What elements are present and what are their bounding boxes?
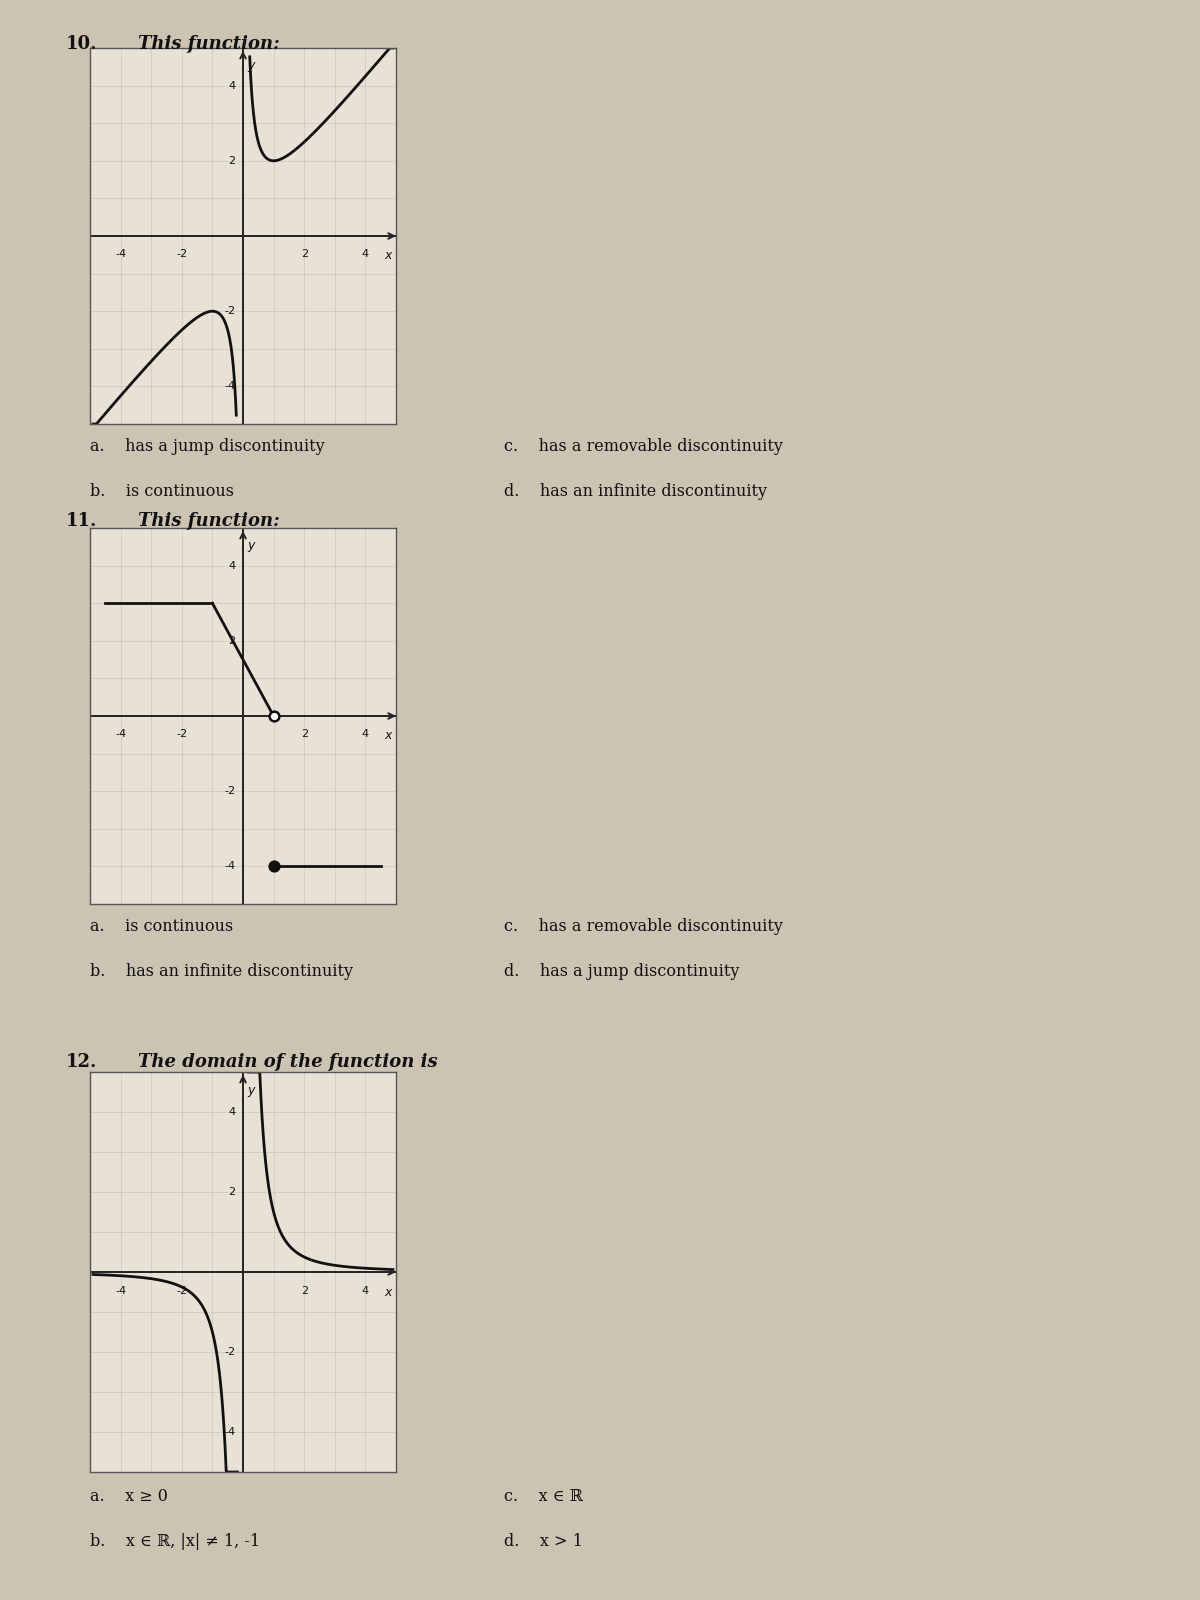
Text: -2: -2 bbox=[176, 1286, 187, 1296]
Text: x: x bbox=[384, 250, 391, 262]
Text: c.    has a removable discontinuity: c. has a removable discontinuity bbox=[504, 438, 782, 456]
Text: 2: 2 bbox=[301, 730, 307, 739]
Text: -4: -4 bbox=[115, 250, 126, 259]
Text: -2: -2 bbox=[224, 1347, 235, 1357]
Text: The domain of the function is: The domain of the function is bbox=[138, 1053, 438, 1070]
Text: 2: 2 bbox=[301, 250, 307, 259]
Text: y: y bbox=[247, 59, 254, 72]
Text: 2: 2 bbox=[228, 1187, 235, 1197]
Text: -4: -4 bbox=[115, 1286, 126, 1296]
Text: -4: -4 bbox=[224, 1427, 235, 1437]
Text: x: x bbox=[384, 1286, 391, 1299]
Text: y: y bbox=[247, 1085, 254, 1098]
Text: b.    is continuous: b. is continuous bbox=[90, 483, 234, 501]
Text: -4: -4 bbox=[115, 730, 126, 739]
Text: 10.: 10. bbox=[66, 35, 97, 53]
Text: 2: 2 bbox=[228, 635, 235, 646]
Text: d.    has a jump discontinuity: d. has a jump discontinuity bbox=[504, 963, 739, 981]
Text: 4: 4 bbox=[228, 1107, 235, 1117]
Text: a.    has a jump discontinuity: a. has a jump discontinuity bbox=[90, 438, 325, 456]
Text: -2: -2 bbox=[176, 730, 187, 739]
Text: -2: -2 bbox=[224, 786, 235, 797]
Text: 4: 4 bbox=[228, 560, 235, 571]
Text: a.    x ≥ 0: a. x ≥ 0 bbox=[90, 1488, 168, 1506]
Text: 11.: 11. bbox=[66, 512, 97, 530]
Text: -2: -2 bbox=[176, 250, 187, 259]
Text: This function:: This function: bbox=[138, 512, 280, 530]
Text: b.    has an infinite discontinuity: b. has an infinite discontinuity bbox=[90, 963, 353, 981]
Text: d.    has an infinite discontinuity: d. has an infinite discontinuity bbox=[504, 483, 767, 501]
Text: x: x bbox=[384, 730, 391, 742]
Text: c.    has a removable discontinuity: c. has a removable discontinuity bbox=[504, 918, 782, 936]
Text: 4: 4 bbox=[362, 250, 368, 259]
Text: 4: 4 bbox=[228, 80, 235, 91]
Text: 12.: 12. bbox=[66, 1053, 97, 1070]
Text: -2: -2 bbox=[224, 306, 235, 317]
Text: This function:: This function: bbox=[138, 35, 280, 53]
Text: -4: -4 bbox=[224, 861, 235, 872]
Text: b.    x ∈ ℝ, |x| ≠ 1, -1: b. x ∈ ℝ, |x| ≠ 1, -1 bbox=[90, 1533, 260, 1550]
Text: 2: 2 bbox=[228, 155, 235, 166]
Text: 4: 4 bbox=[362, 730, 368, 739]
Text: c.    x ∈ ℝ: c. x ∈ ℝ bbox=[504, 1488, 583, 1506]
Text: y: y bbox=[247, 539, 254, 552]
Text: 4: 4 bbox=[362, 1286, 368, 1296]
Text: d.    x > 1: d. x > 1 bbox=[504, 1533, 583, 1550]
Text: 2: 2 bbox=[301, 1286, 307, 1296]
Text: a.    is continuous: a. is continuous bbox=[90, 918, 233, 936]
Text: -4: -4 bbox=[224, 381, 235, 392]
